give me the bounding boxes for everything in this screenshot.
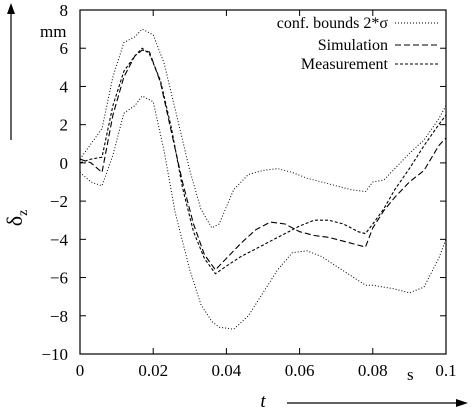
- series-lower-bound: [79, 95, 447, 330]
- y-axis-unit: mm: [40, 22, 66, 41]
- x-axis-label: t: [260, 391, 266, 412]
- x-axis-arrow: [287, 399, 468, 407]
- x-tick-label: 0.08: [358, 361, 388, 380]
- y-tick-label: 8: [60, 1, 69, 20]
- legend: conf. bounds 2*σ Simulation Measurement: [277, 15, 440, 73]
- y-tick-label: −2: [50, 192, 68, 211]
- y-axis-label-symbol: δ: [2, 216, 27, 226]
- y-tick-label: 4: [60, 77, 69, 96]
- x-tick-label: 0.02: [138, 361, 168, 380]
- legend-label-simulation: Simulation: [318, 37, 388, 54]
- x-tick-label: 0.1: [435, 361, 456, 380]
- y-axis-label: δz: [2, 210, 31, 227]
- series-layer: [79, 47, 447, 275]
- y-tick-label: 2: [60, 116, 69, 135]
- legend-label-measurement: Measurement: [301, 56, 389, 73]
- y-tick-label: 6: [60, 39, 69, 58]
- y-tick-label: −10: [41, 345, 68, 364]
- confidence-bounds-layer: [79, 28, 447, 330]
- series-line-simulation: [79, 49, 447, 271]
- x-tick-label: 0: [76, 361, 85, 380]
- y-tick-label: −6: [50, 269, 68, 288]
- y-axis-label-subscript: z: [16, 210, 31, 216]
- x-tick-label: 0.06: [285, 361, 315, 380]
- y-tick-label: 0: [60, 154, 69, 173]
- svg-text:δz: δz: [2, 210, 31, 227]
- legend-label-bounds: conf. bounds 2*σ: [277, 15, 389, 32]
- x-tick-label: 0.04: [212, 361, 242, 380]
- y-axis-arrow: [7, 3, 15, 140]
- x-axis-unit: s: [407, 365, 414, 384]
- y-tick-label: −8: [50, 307, 68, 326]
- series-upper-bound: [79, 28, 447, 229]
- series-line-measurement: [79, 47, 447, 275]
- y-tick-label: −4: [50, 230, 69, 249]
- plot-frame: [79, 9, 447, 355]
